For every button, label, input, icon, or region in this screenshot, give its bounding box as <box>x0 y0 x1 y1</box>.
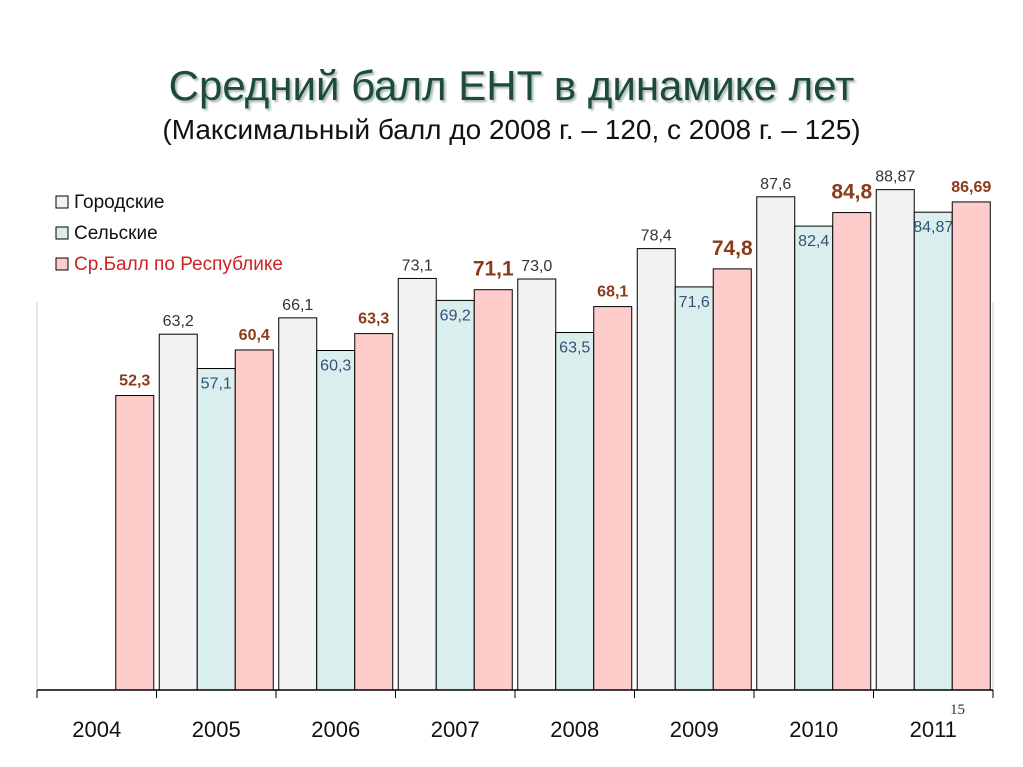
slide-number: 15 <box>950 702 965 718</box>
x-tick-label-2005: 2005 <box>192 717 241 742</box>
data-label-2011-s2: 86,69 <box>951 179 991 196</box>
x-tick-label-2004: 2004 <box>72 717 121 742</box>
bar-2011-s1 <box>913 211 953 691</box>
data-label-2010-s2: 84,8 <box>831 181 872 204</box>
data-label-2007-s0: 73,1 <box>402 257 433 274</box>
bar-2011-s2 <box>951 201 991 691</box>
bar-2008-s2 <box>593 306 633 691</box>
bar-2011-s0 <box>875 189 915 691</box>
bar-2005-s2 <box>234 349 274 691</box>
bar-2008-s1 <box>555 331 595 691</box>
data-label-2004-s2: 52,3 <box>119 373 150 390</box>
x-tick-label-2006: 2006 <box>311 717 360 742</box>
bar-2005-s1 <box>196 368 236 691</box>
legend-label-s2: Ср.Балл по Республике <box>74 254 283 275</box>
legend-label-s0: Городские <box>74 192 164 213</box>
data-label-2009-s1: 71,6 <box>679 294 710 311</box>
bar-2005-s0 <box>158 333 198 691</box>
data-label-2008-s1: 63,5 <box>559 339 590 356</box>
data-label-2008-s2: 68,1 <box>597 284 628 301</box>
x-tick-label-2007: 2007 <box>431 717 480 742</box>
bar-2010-s0 <box>756 196 796 691</box>
bar-2007-s2 <box>473 289 513 691</box>
legend-swatch-s2 <box>55 257 69 271</box>
bar-2009-s2 <box>712 268 752 691</box>
legend-swatch-s1 <box>55 226 69 240</box>
data-label-2006-s2: 63,3 <box>358 311 389 328</box>
x-tick-label-2008: 2008 <box>550 717 599 742</box>
data-label-2011-s1: 84,87 <box>913 219 953 236</box>
data-label-2005-s2: 60,4 <box>239 327 270 344</box>
legend-label-s1: Сельские <box>74 223 158 244</box>
bar-2007-s0 <box>397 277 437 691</box>
bar-2006-s1 <box>316 350 356 691</box>
bar-2009-s0 <box>636 248 676 691</box>
bar-2010-s2 <box>832 212 872 691</box>
data-label-2007-s2: 71,1 <box>473 258 514 281</box>
data-label-2007-s1: 69,2 <box>440 307 471 324</box>
data-label-2011-s0: 88,87 <box>875 169 915 186</box>
bar-2009-s1 <box>674 286 714 691</box>
bar-2008-s0 <box>517 278 557 691</box>
bar-2006-s2 <box>354 333 394 691</box>
data-label-2010-s1: 82,4 <box>798 233 829 250</box>
x-tick-label-2010: 2010 <box>789 717 838 742</box>
data-label-2005-s0: 63,2 <box>163 313 194 330</box>
x-tick-label-2011: 2011 <box>910 717 957 742</box>
x-tick-label-2009: 2009 <box>670 717 719 742</box>
data-label-2006-s1: 60,3 <box>320 358 351 375</box>
legend-swatch-s0 <box>55 195 69 209</box>
bar-2007-s1 <box>435 299 475 691</box>
data-label-2010-s0: 87,6 <box>760 176 791 193</box>
bar-2004-s2 <box>115 395 155 691</box>
chart-title: Средний балл ЕНТ в динамике лет <box>168 62 855 109</box>
data-label-2009-s0: 78,4 <box>641 228 672 245</box>
data-label-2005-s1: 57,1 <box>201 376 232 393</box>
data-label-2006-s0: 66,1 <box>282 297 313 314</box>
data-label-2009-s2: 74,8 <box>712 237 753 260</box>
chart-subtitle: (Максимальный балл до 2008 г. – 120, с 2… <box>162 114 861 145</box>
bar-2010-s1 <box>794 225 834 691</box>
bar-2006-s0 <box>278 317 318 691</box>
data-label-2008-s0: 73,0 <box>521 258 552 275</box>
